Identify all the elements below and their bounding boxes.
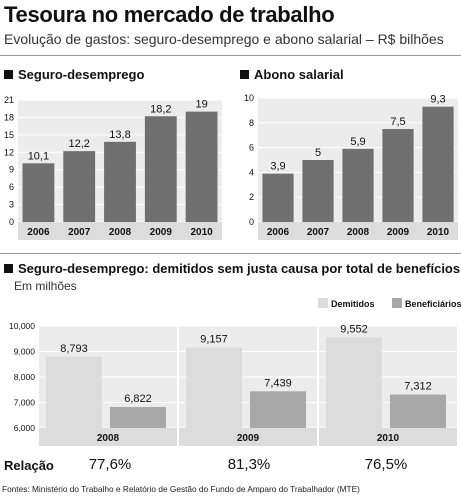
x-tick-label: 2007 bbox=[68, 227, 91, 238]
y-tick-label: 6 bbox=[9, 182, 14, 192]
bar bbox=[302, 160, 334, 222]
x-tick-label: 2009 bbox=[150, 227, 173, 238]
subtitle: Evolução de gastos: seguro-desemprego e … bbox=[4, 31, 444, 47]
data-label: 6,822 bbox=[124, 393, 152, 405]
data-label: 9,552 bbox=[340, 323, 368, 335]
bar bbox=[342, 148, 374, 222]
x-tick-label: 2008 bbox=[97, 433, 120, 444]
bar-beneficiarios bbox=[110, 407, 166, 428]
chart-demitidos: 6,000 7,000 8,000 9,000 10,000 8,793 6,822 2008… bbox=[9, 298, 461, 446]
data-label: 19 bbox=[195, 99, 207, 111]
data-label: 18,2 bbox=[150, 103, 171, 115]
bar bbox=[22, 163, 55, 222]
chart-demitidos-title: Seguro-desemprego: demitidos sem justa c… bbox=[4, 261, 460, 276]
x-tick-label: 2010 bbox=[377, 433, 400, 444]
data-label: 10,1 bbox=[28, 150, 49, 162]
y-tick-label: 10 bbox=[244, 93, 254, 103]
y-tick-label: 6,000 bbox=[14, 423, 36, 433]
x-tick-label: 2008 bbox=[347, 227, 370, 238]
legend-label: Demitidos bbox=[331, 299, 375, 309]
y-tick-label: 0 bbox=[249, 217, 254, 227]
bar-beneficiarios bbox=[250, 391, 306, 428]
relacao-value-2010: 76,5% bbox=[364, 456, 408, 473]
x-tick-label: 2010 bbox=[427, 227, 450, 238]
data-label: 7,5 bbox=[390, 116, 405, 128]
x-tick-label: 2006 bbox=[27, 227, 50, 238]
x-axis-band bbox=[319, 428, 457, 446]
y-tick-label: 15 bbox=[4, 130, 14, 140]
data-label: 8,793 bbox=[60, 343, 88, 355]
y-tick-label: 9 bbox=[9, 165, 14, 175]
data-label: 5,9 bbox=[350, 136, 365, 148]
relacao-value-2008: 77,6% bbox=[88, 456, 132, 473]
data-label: 7,439 bbox=[264, 377, 292, 389]
x-tick-label: 2009 bbox=[237, 433, 260, 444]
x-tick-label: 2006 bbox=[267, 227, 290, 238]
y-tick-label: 9,000 bbox=[14, 347, 36, 357]
sources-note: Fontes: Ministério do Trabalho e Relatór… bbox=[2, 484, 360, 494]
bar-demitidos bbox=[326, 337, 382, 428]
relacao-label: Relação bbox=[4, 458, 54, 473]
y-tick-label: 3 bbox=[9, 200, 14, 210]
chart-demitidos-title-text: Seguro-desemprego: demitidos sem justa c… bbox=[18, 261, 461, 276]
unit-note: Em milhões bbox=[14, 279, 77, 293]
y-tick-label: 8 bbox=[249, 118, 254, 128]
bar bbox=[104, 141, 136, 222]
mid-divider bbox=[0, 253, 461, 254]
x-axis-band bbox=[18, 222, 222, 240]
data-label: 12,2 bbox=[68, 138, 89, 150]
x-tick-label: 2008 bbox=[109, 227, 132, 238]
bar bbox=[63, 151, 96, 222]
chart-seguro-desemprego: 0 3 6 9 12 15 18 21 10,1 12,2 13,8 18,2 19 2006 2007 20… bbox=[4, 95, 222, 240]
x-axis-band bbox=[39, 428, 177, 446]
y-tick-label: 0 bbox=[9, 217, 14, 227]
y-tick-label: 6 bbox=[249, 143, 254, 153]
header-divider bbox=[0, 55, 461, 56]
bar-beneficiarios bbox=[390, 394, 446, 428]
bar-demitidos bbox=[46, 356, 102, 428]
bar bbox=[422, 106, 454, 222]
bar bbox=[185, 111, 218, 222]
x-tick-label: 2010 bbox=[190, 227, 213, 238]
bar bbox=[262, 173, 294, 222]
x-axis-band bbox=[258, 222, 458, 240]
x-tick-label: 2009 bbox=[387, 227, 410, 238]
legend-swatch bbox=[318, 298, 328, 308]
y-tick-label: 7,000 bbox=[14, 398, 36, 408]
chart-abono-salarial: 0 2 4 6 8 10 3,9 5 5,9 7,5 9,3 2006 2007 2008 2009 2010 bbox=[244, 93, 458, 240]
legend-swatch bbox=[392, 298, 402, 308]
y-tick-label: 8,000 bbox=[14, 372, 36, 382]
bar bbox=[382, 129, 414, 222]
chart-seguro-title-text: Seguro-desemprego bbox=[18, 67, 145, 82]
y-tick-label: 18 bbox=[4, 112, 14, 122]
section-square-icon bbox=[4, 70, 13, 79]
section-square-icon bbox=[240, 70, 249, 79]
chart-seguro-title: Seguro-desemprego bbox=[4, 67, 144, 82]
y-tick-label: 21 bbox=[4, 95, 14, 105]
y-tick-label: 12 bbox=[4, 147, 14, 157]
relacao-value-2009: 81,3% bbox=[227, 456, 271, 473]
chart-abono-title-text: Abono salarial bbox=[254, 67, 344, 82]
y-tick-label: 4 bbox=[249, 167, 254, 177]
bar bbox=[144, 116, 177, 222]
data-label: 5 bbox=[315, 147, 321, 159]
data-label: 13,8 bbox=[109, 129, 130, 141]
x-tick-label: 2007 bbox=[307, 227, 330, 238]
chart-abono-title: Abono salarial bbox=[240, 67, 344, 82]
data-label: 9,3 bbox=[430, 94, 445, 106]
x-axis-band bbox=[179, 428, 317, 446]
data-label: 7,312 bbox=[404, 381, 432, 393]
bar-demitidos bbox=[186, 347, 242, 428]
data-label: 9,157 bbox=[200, 333, 228, 345]
main-title: Tesoura no mercado de trabalho bbox=[4, 2, 335, 27]
legend-label: Beneficiários bbox=[405, 299, 461, 309]
data-label: 3,9 bbox=[270, 161, 285, 173]
section-square-icon bbox=[4, 264, 13, 273]
y-tick-label: 2 bbox=[249, 192, 254, 202]
y-tick-label: 10,000 bbox=[9, 321, 35, 331]
